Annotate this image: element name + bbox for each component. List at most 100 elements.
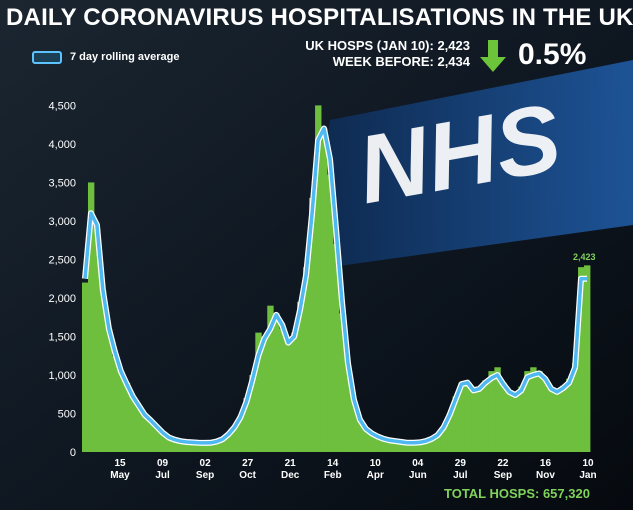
bar xyxy=(518,386,525,452)
x-tick-month: May xyxy=(110,470,130,481)
chart-title: DAILY CORONAVIRUS HOSPITALISATIONS IN TH… xyxy=(6,4,633,31)
bar xyxy=(189,441,196,452)
y-tick-label: 4,500 xyxy=(48,100,76,112)
bar xyxy=(452,396,459,452)
bar xyxy=(225,433,232,452)
bar xyxy=(159,431,167,452)
x-tick-month: Feb xyxy=(324,470,342,481)
legend-swatch xyxy=(32,50,62,64)
bar xyxy=(231,426,238,452)
bar xyxy=(249,374,256,452)
bar xyxy=(117,371,125,452)
bar xyxy=(273,313,280,452)
total-hosps: TOTAL HOSPS: 657,320 xyxy=(444,486,590,501)
bar xyxy=(99,290,107,452)
bar xyxy=(303,267,310,452)
bar xyxy=(129,398,137,452)
bar xyxy=(470,388,477,452)
bar xyxy=(195,442,202,452)
bar xyxy=(177,440,184,452)
bar xyxy=(219,438,226,452)
y-tick-label: 2,500 xyxy=(48,254,76,266)
stats-line-week-before: WEEK BEFORE: 2,434 xyxy=(332,54,470,69)
bar xyxy=(500,382,507,452)
bar xyxy=(386,440,394,452)
bar xyxy=(416,442,424,452)
bar xyxy=(237,415,244,452)
bar xyxy=(464,384,471,452)
x-tick-day: 10 xyxy=(582,458,594,469)
bar xyxy=(213,441,220,452)
bar xyxy=(422,441,430,452)
bar xyxy=(171,438,179,452)
bar xyxy=(285,340,292,452)
bar xyxy=(434,434,441,452)
x-tick-month: Sep xyxy=(196,470,214,481)
bar xyxy=(291,332,298,452)
bar xyxy=(255,332,262,452)
bar xyxy=(207,442,214,452)
bar xyxy=(428,438,436,452)
bar xyxy=(297,301,304,452)
bar xyxy=(494,367,501,452)
bar xyxy=(141,413,149,452)
bar xyxy=(135,405,143,452)
bar xyxy=(578,267,585,452)
y-tick-label: 500 xyxy=(58,408,76,420)
x-tick-day: 09 xyxy=(157,458,169,469)
rolling-average-line xyxy=(83,126,587,445)
bar xyxy=(165,436,173,452)
bar xyxy=(398,441,406,452)
bar xyxy=(584,265,591,452)
bar xyxy=(488,371,495,452)
nhs-sign xyxy=(310,60,633,270)
y-tick-label: 4,000 xyxy=(48,139,76,151)
x-tick-month: Dec xyxy=(281,470,300,481)
bar xyxy=(392,441,400,452)
x-tick-day: 27 xyxy=(242,458,254,469)
bar xyxy=(111,355,119,452)
bar xyxy=(279,328,286,452)
x-tick-month: Oct xyxy=(239,470,256,481)
x-tick-month: Jan xyxy=(579,470,596,481)
x-tick-month: Jul xyxy=(453,470,468,481)
bar xyxy=(476,386,483,452)
bar xyxy=(315,105,322,452)
bar xyxy=(350,401,358,452)
y-tick-label: 2,000 xyxy=(48,293,76,305)
bar xyxy=(123,382,131,452)
bar xyxy=(374,436,382,452)
bar xyxy=(362,428,370,452)
bar xyxy=(572,363,579,452)
bar xyxy=(327,174,334,453)
stats-block: UK HOSPS (JAN 10): 2,423 WEEK BEFORE: 2,… xyxy=(300,38,470,70)
bar xyxy=(82,282,89,452)
x-tick-month: Jun xyxy=(409,470,427,481)
bar xyxy=(458,382,465,452)
bar xyxy=(380,438,388,452)
bar xyxy=(309,197,316,452)
bar xyxy=(440,426,447,452)
bar xyxy=(548,388,555,452)
x-tick-month: Jul xyxy=(155,470,170,481)
y-tick-label: 1,500 xyxy=(48,331,76,343)
x-tick-day: 21 xyxy=(285,458,297,469)
bar xyxy=(338,313,346,452)
x-tick-day: 04 xyxy=(412,458,424,469)
last-value-label: 2,423 xyxy=(573,252,596,262)
bar xyxy=(267,305,274,452)
bar xyxy=(333,244,340,452)
y-tick-label: 3,500 xyxy=(48,177,76,189)
bar xyxy=(93,228,101,452)
bar xyxy=(147,421,155,452)
x-tick-day: 14 xyxy=(327,458,339,469)
legend-label: 7 day rolling average xyxy=(70,51,180,63)
bar xyxy=(87,182,95,452)
y-tick-label: 3,000 xyxy=(48,216,76,228)
bar xyxy=(368,433,376,452)
bar xyxy=(566,378,573,452)
stats-line-current: UK HOSPS (JAN 10): 2,423 xyxy=(305,38,470,53)
bar xyxy=(560,385,567,452)
bar xyxy=(530,367,537,452)
x-tick-day: 02 xyxy=(200,458,212,469)
